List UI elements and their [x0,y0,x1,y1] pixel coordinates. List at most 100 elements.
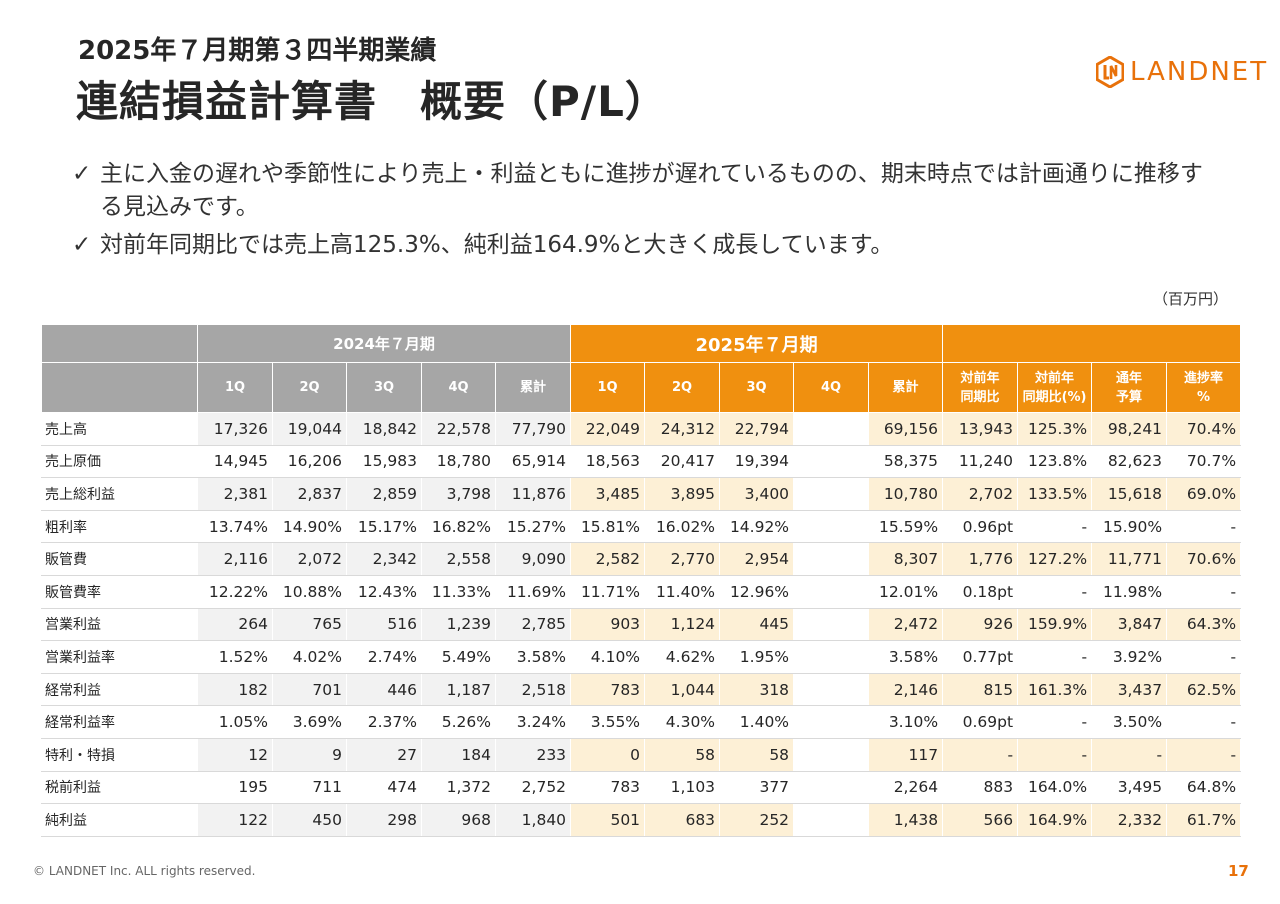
table-cell: 2,332 [1091,803,1168,837]
period-prev-header: 2024年７月期 [196,324,572,363]
table-cell: 133.5% [1017,477,1093,511]
table-cell: 3,437 [1091,672,1168,707]
table-cell: 8,307 [868,542,944,576]
table-cell: 783 [570,770,646,805]
table-cell: 3.58% [494,640,572,674]
table-cell: 815 [942,672,1019,707]
table-cell: 11,771 [1091,542,1168,576]
check-icon: ✓ [72,232,92,258]
table-cell: 3.92% [1091,640,1168,674]
table-cell: 98,241 [1091,412,1168,446]
landnet-logo-mark-icon [1096,56,1124,88]
table-row: 売上高 17,326 19,044 18,842 22,578 77,790 22,049 2… [41,412,1242,446]
header-blank [41,324,198,363]
table-cell: 2,859 [346,477,422,511]
table-cell: 69.0% [1166,477,1242,511]
table-cell: 12.43% [346,574,422,609]
table-cell: 127.2% [1017,542,1093,576]
row-label: 粗利率 [41,509,198,544]
table-cell: 1.52% [197,640,273,674]
row-label: 売上原価 [41,444,198,479]
table-cell: 2,785 [494,607,572,642]
row-label: 販管費率 [41,574,198,609]
table-cell: 926 [942,607,1019,642]
table-cell: 298 [346,803,422,837]
table-cell: 2,954 [719,542,795,576]
table-cell: 16,206 [272,444,347,479]
bullet-text: 対前年同期比では売上高125.3%、純利益164.9%と大きく成長しています。 [100,232,894,258]
table-cell: 2,702 [942,477,1019,511]
table-cell: 64.8% [1166,770,1242,805]
table-cell: 12.96% [719,574,795,609]
table-cell: 195 [197,770,273,805]
table-cell: 711 [272,770,347,805]
table-cell: 13.74% [197,509,273,544]
table-cell: 19,394 [719,444,795,479]
table-cell: - [942,737,1019,772]
table-cell: 22,794 [719,412,795,446]
row-label: 経常利益率 [41,705,198,739]
table-cell: - [1091,737,1168,772]
table-row: 純利益 122 450 298 968 1,840 501 683 252 1,438 566 164… [41,803,1242,837]
table-row: 営業利益率 1.52% 4.02% 2.74% 5.49% 3.58% 4.10% 4.62%… [41,640,1242,674]
table-row: 税前利益 195 711 474 1,372 2,752 783 1,103 377 2,264 8… [41,770,1242,805]
table-cell: 62.5% [1166,672,1242,707]
table-cell: 117 [868,737,944,772]
table-cell: 122 [197,803,273,837]
table-cell: 15.27% [494,509,572,544]
table-cell: 24,312 [644,412,721,446]
table-cell: 0.96pt [942,509,1019,544]
table-cell: 445 [719,607,795,642]
table-cell: 164.0% [1017,770,1093,805]
table-cell: 9,090 [494,542,572,576]
table-cell: 4.30% [644,705,721,739]
row-label: 販管費 [41,542,198,576]
table-cell: 0.69pt [942,705,1019,739]
table-cell: 1,239 [421,607,496,642]
column-header: 累計 [868,362,944,413]
table-cell [793,574,870,609]
table-cell: 2.74% [346,640,422,674]
table-cell: 2,072 [272,542,347,576]
table-cell: 11,876 [494,477,572,511]
table-cell: 58 [719,737,795,772]
table-row: 販管費率 12.22% 10.88% 12.43% 11.33% 11.69% 11.71%… [41,574,1242,609]
table-cell: - [1166,509,1242,544]
row-label: 売上総利益 [41,477,198,511]
table-cell: - [1166,574,1242,609]
table-cell: 2,264 [868,770,944,805]
table-cell [793,803,870,837]
table-cell: 1,103 [644,770,721,805]
table-cell: 0.18pt [942,574,1019,609]
table-row: 営業利益 264 765 516 1,239 2,785 903 1,124 445 2,472 9… [41,607,1242,642]
table-cell: - [1166,705,1242,739]
table-cell: 182 [197,672,273,707]
table-cell: 2,558 [421,542,496,576]
table-cell: 1,776 [942,542,1019,576]
table-cell: 15,618 [1091,477,1168,511]
row-label: 税前利益 [41,770,198,805]
table-cell: 15.90% [1091,509,1168,544]
table-cell: 2,342 [346,542,422,576]
table-cell: 12.01% [868,574,944,609]
column-header: 累計 [494,362,572,413]
table-cell: 15.17% [346,509,422,544]
slide-title: 連結損益計算書 概要（P/L） [76,77,668,126]
table-cell [793,672,870,707]
table-cell: 164.9% [1017,803,1093,837]
table-cell: 15.81% [570,509,646,544]
table-cell: 123.8% [1017,444,1093,479]
table-cell: 516 [346,607,422,642]
table-cell: 14,945 [197,444,273,479]
table-row: 販管費 2,116 2,072 2,342 2,558 9,090 2,582 2,770 2,… [41,542,1242,576]
table-cell: 10,780 [868,477,944,511]
table-cell: 15,983 [346,444,422,479]
table-cell: - [1017,705,1093,739]
table-cell: 2,837 [272,477,347,511]
row-label-header [41,362,198,413]
table-cell: 70.4% [1166,412,1242,446]
table-cell: 13,943 [942,412,1019,446]
bullet-text: 主に入金の遅れや季節性により売上・利益ともに進捗が遅れているものの、期末時点では… [100,161,1203,220]
check-icon: ✓ [72,161,92,187]
table-cell: 683 [644,803,721,837]
